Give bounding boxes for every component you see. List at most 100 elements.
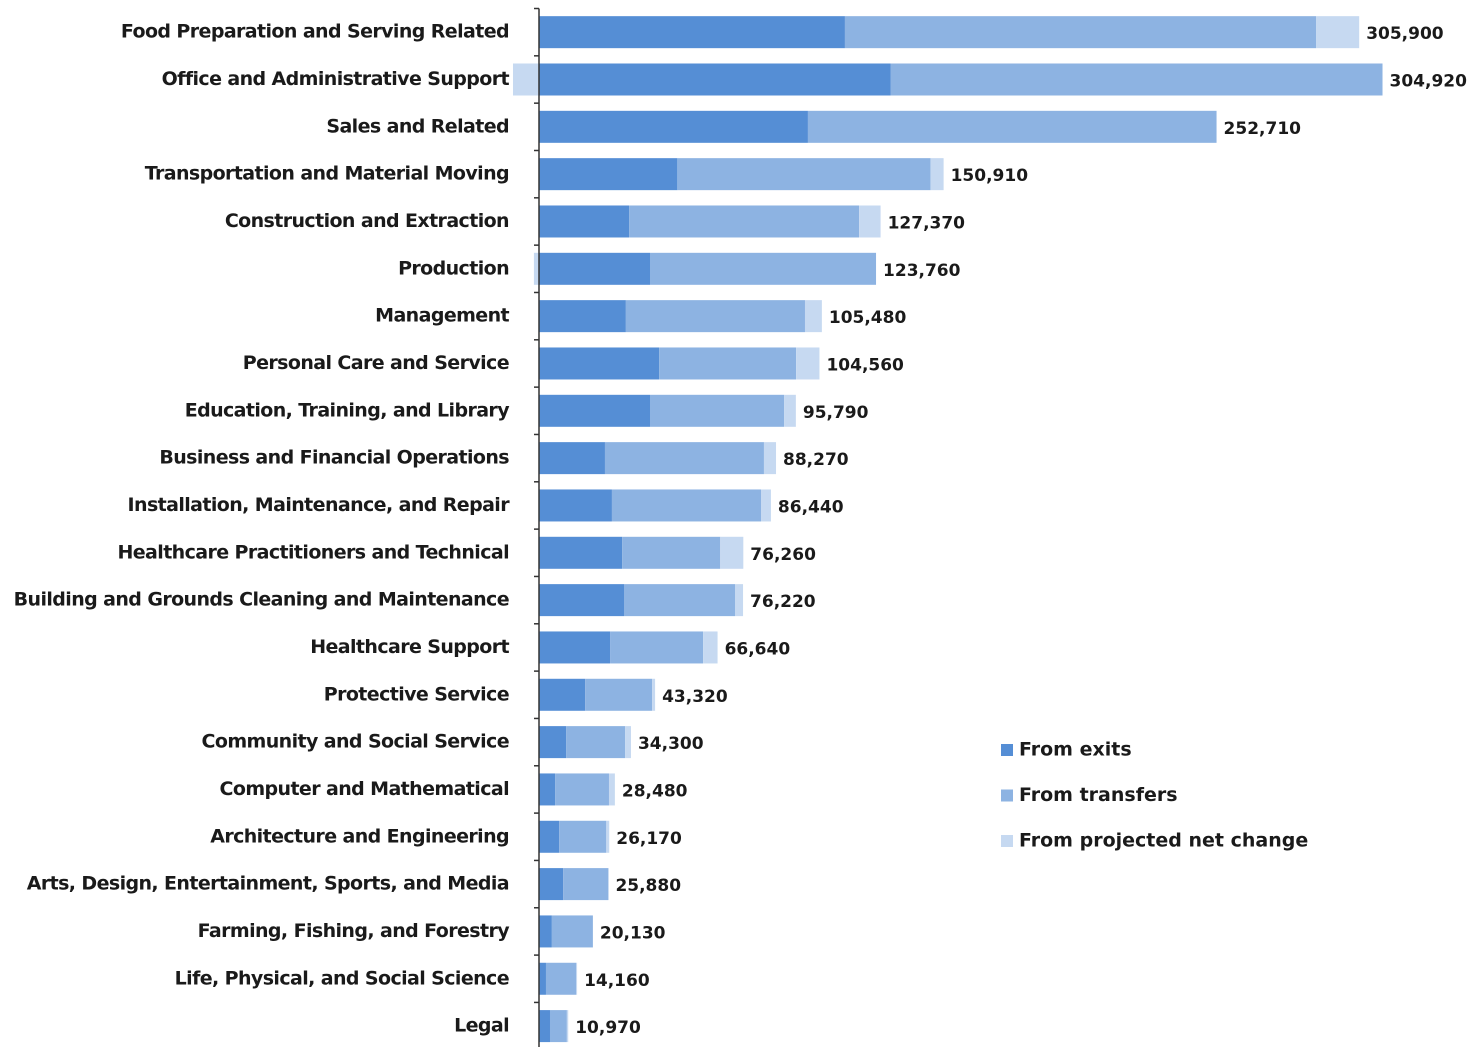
bar-segment (890, 63, 1383, 96)
bar-segment (807, 110, 1217, 143)
bar-segment (652, 678, 656, 711)
bar-segment (604, 442, 764, 475)
category-label: Building and Grounds Cleaning and Mainte… (14, 589, 509, 611)
bar-segment (650, 252, 877, 285)
total-label: 20,130 (600, 923, 666, 943)
bar-segment (844, 16, 1317, 49)
category-label: Construction and Extraction (225, 210, 509, 232)
legend-swatch (1001, 744, 1013, 756)
bar-segment (761, 489, 771, 522)
category-label: Healthcare Support (310, 636, 509, 658)
total-label: 76,220 (750, 592, 816, 612)
bar-segment (539, 442, 605, 475)
bar-segment (539, 205, 630, 238)
bar-segment (930, 158, 944, 191)
bar-segment (533, 252, 539, 285)
bar-segment (539, 820, 560, 853)
bar-segment (650, 394, 785, 427)
total-label: 123,760 (883, 261, 961, 281)
legend-label: From projected net change (1019, 830, 1308, 852)
category-label: Legal (454, 1015, 509, 1037)
total-label: 305,900 (1366, 24, 1444, 44)
category-label: Installation, Maintenance, and Repair (128, 494, 511, 516)
category-label: Management (375, 305, 509, 327)
total-label: 127,370 (888, 213, 966, 233)
bar-segment (659, 347, 797, 380)
total-label: 76,260 (750, 545, 816, 565)
bar-segment (539, 16, 845, 49)
total-label: 34,300 (638, 734, 704, 754)
category-label: Computer and Mathematical (220, 778, 509, 800)
bar-segment (677, 158, 931, 191)
bar-segment (539, 110, 808, 143)
legend-swatch (1001, 789, 1013, 802)
bar-segment (539, 962, 546, 995)
bar-segment (625, 300, 805, 333)
total-label: 10,970 (575, 1018, 641, 1038)
total-label: 252,710 (1224, 119, 1302, 139)
bar-segment (551, 915, 593, 948)
bar-segment (539, 726, 567, 759)
bar-segment (539, 489, 612, 522)
bar-segment (611, 489, 762, 522)
bar-segment (539, 631, 611, 664)
category-label: Healthcare Practitioners and Technical (117, 541, 509, 563)
bar-segment (539, 584, 624, 617)
bar-segment (559, 820, 607, 853)
bar-segment (539, 347, 660, 380)
total-label: 304,920 (1390, 71, 1468, 91)
bar-segment (563, 868, 609, 901)
total-label: 43,320 (662, 687, 728, 707)
bar-segment (1316, 16, 1360, 49)
total-label: 86,440 (778, 497, 844, 517)
category-label: Education, Training, and Library (185, 399, 511, 421)
total-label: 95,790 (803, 403, 869, 423)
bar-segment (539, 1010, 550, 1043)
bar-segment (734, 584, 744, 617)
bar-segment (539, 536, 623, 569)
category-label: Life, Physical, and Social Science (175, 967, 509, 989)
category-label: Office and Administrative Support (162, 68, 510, 90)
bar-segment (623, 584, 735, 617)
bar-segment (859, 205, 881, 238)
bar-segment (625, 726, 631, 759)
bar-segment (606, 820, 610, 853)
legend-label: From transfers (1019, 784, 1178, 806)
total-label: 88,270 (783, 450, 849, 470)
bar-segment (703, 631, 718, 664)
category-label: Business and Financial Operations (159, 447, 509, 469)
bar-segment (796, 347, 820, 380)
bar-segment (566, 726, 626, 759)
total-label: 26,170 (616, 829, 682, 849)
category-label: Protective Service (324, 683, 509, 705)
bar-segment (539, 394, 651, 427)
legend-label: From exits (1019, 739, 1132, 761)
bar-segment (784, 394, 796, 427)
bar-segment (622, 536, 721, 569)
bar-segment (585, 678, 653, 711)
bar-segment (539, 915, 552, 948)
bar-segment (539, 773, 556, 806)
total-label: 66,640 (725, 639, 791, 659)
bar-segment (576, 962, 578, 995)
bar-segment (720, 536, 744, 569)
bar-segment (566, 1010, 569, 1043)
category-label: Transportation and Material Moving (145, 163, 509, 185)
bar-segment (539, 158, 678, 191)
bar-segment (539, 868, 564, 901)
bar-segment (539, 63, 891, 96)
total-label: 105,480 (829, 308, 907, 328)
bar-segment (804, 300, 822, 333)
category-label: Personal Care and Service (243, 352, 509, 374)
bar-segment (512, 63, 539, 96)
category-label: Architecture and Engineering (210, 825, 509, 847)
bar-segment (629, 205, 860, 238)
category-label: Community and Social Service (202, 731, 509, 753)
category-label: Food Preparation and Serving Related (121, 21, 509, 43)
total-label: 25,880 (615, 876, 681, 896)
category-label: Production (398, 257, 509, 279)
total-label: 14,160 (584, 971, 650, 991)
bar-segment (555, 773, 609, 806)
total-label: 104,560 (826, 355, 904, 375)
